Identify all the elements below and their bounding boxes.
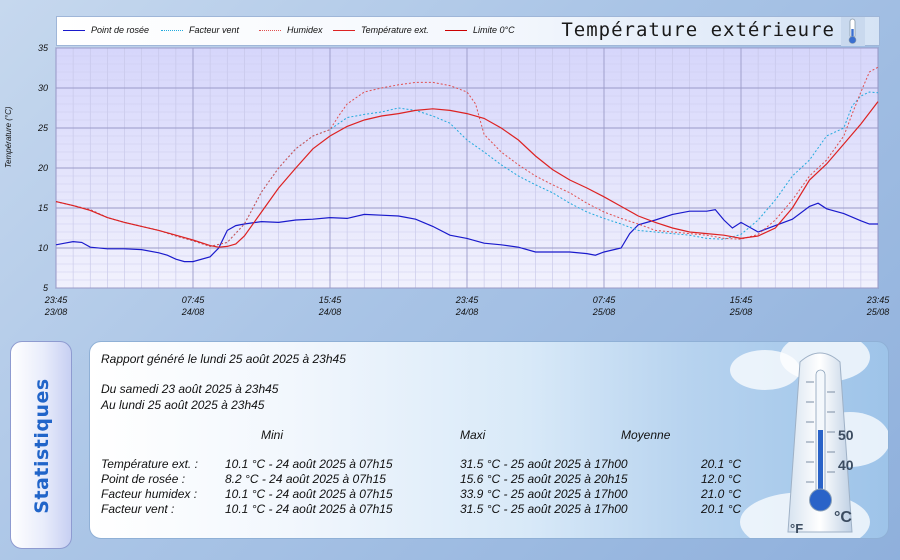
axes: 5 10 15 20 25 30 35 23:45 23/08 07:45 24/08 15:45 24…: [37, 43, 890, 317]
chart-title: Température extérieure: [561, 19, 835, 41]
legend-swatch: [161, 29, 183, 31]
legend: Point de rosée Facteur vent Humidex Temp…: [56, 16, 880, 46]
y-tick-label: 20: [37, 163, 48, 173]
statistics-tab-label: Statistiques: [31, 378, 53, 514]
thermo-scale-label: 40: [838, 457, 854, 473]
legend-item-dew-point: Point de rosée: [63, 25, 149, 35]
series-line: [55, 202, 878, 263]
y-tick-label: 15: [38, 203, 49, 213]
legend-item-wind-chill: Facteur vent: [161, 25, 239, 35]
chart-panel: 5 10 15 20 25 30 35 23:45 23/08 07:45 24/08 15:45 24…: [4, 16, 890, 317]
y-tick-label: 5: [43, 283, 49, 293]
period-to-line: Au lundi 25 août 2025 à 23h45: [101, 398, 265, 412]
legend-swatch: [445, 29, 467, 31]
legend-label: Température ext.: [361, 25, 429, 35]
header-maxi: Maxi: [460, 428, 486, 442]
x-tick-label: 07:45: [182, 295, 206, 305]
x-tick-date: 24/08: [318, 307, 342, 317]
x-tick-date: 25/08: [592, 307, 616, 317]
legend-label: Facteur vent: [189, 25, 240, 35]
x-tick-date: 25/08: [866, 307, 890, 317]
statistics-panel: Rapport généré le lundi 25 août 2025 à 2…: [89, 341, 889, 539]
series-layer: [55, 66, 879, 263]
legend-item-limit: Limite 0°C: [445, 25, 515, 35]
row-moyenne: 21.0 °C: [701, 487, 742, 501]
x-tick-label: 07:45: [593, 295, 617, 305]
report-generated-line: Rapport généré le lundi 25 août 2025 à 2…: [101, 352, 346, 366]
x-tick-label: 23:45: [44, 295, 69, 305]
row-maxi: 15.6 °C - 25 août 2025 à 20h15: [460, 472, 628, 486]
x-tick-date: 24/08: [455, 307, 479, 317]
thermometer-illustration: 40 50 °F °C: [787, 352, 854, 536]
row-mini: 8.2 °C - 24 août 2025 à 07h15: [225, 472, 386, 486]
legend-swatch: [259, 29, 281, 31]
y-axis-label: Température (°C): [4, 106, 13, 168]
y-tick-label: 10: [38, 243, 48, 253]
row-mini: 10.1 °C - 24 août 2025 à 07h15: [225, 502, 393, 516]
x-tick-date: 25/08: [729, 307, 753, 317]
x-tick-date: 23/08: [44, 307, 68, 317]
row-moyenne: 20.1 °C: [701, 502, 742, 516]
row-label: Facteur vent :: [101, 502, 175, 516]
row-mini: 10.1 °C - 24 août 2025 à 07h15: [225, 457, 393, 471]
legend-label: Limite 0°C: [473, 25, 515, 35]
series-line: [55, 101, 879, 248]
thermometer-icon: [841, 17, 865, 46]
row-moyenne: 12.0 °C: [701, 472, 742, 486]
x-tick-date: 24/08: [181, 307, 205, 317]
row-mini: 10.1 °C - 24 août 2025 à 07h15: [225, 487, 393, 501]
legend-swatch: [333, 29, 355, 31]
y-tick-label: 30: [38, 83, 48, 93]
legend-swatch: [63, 29, 85, 31]
row-maxi: 33.9 °C - 25 août 2025 à 17h00: [460, 487, 628, 501]
x-tick-label: 15:45: [730, 295, 754, 305]
legend-label: Point de rosée: [91, 25, 150, 35]
period-from-line: Du samedi 23 août 2025 à 23h45: [101, 382, 279, 396]
y-tick-label: 25: [37, 123, 49, 133]
statistics-tab: Statistiques: [10, 341, 72, 549]
row-label: Température ext. :: [101, 457, 198, 471]
x-tick-label: 15:45: [319, 295, 343, 305]
celsius-label: °C: [834, 509, 852, 526]
legend-item-humidex: Humidex: [259, 25, 323, 35]
header-moyenne: Moyenne: [621, 428, 671, 442]
header-mini: Mini: [261, 428, 284, 442]
y-tick-label: 35: [38, 43, 49, 53]
legend-item-temperature: Température ext.: [333, 25, 429, 35]
row-maxi: 31.5 °C - 25 août 2025 à 17h00: [460, 502, 628, 516]
legend-label: Humidex: [287, 25, 323, 35]
row-label: Point de rosée :: [101, 472, 186, 486]
fahrenheit-label: °F: [790, 521, 803, 536]
thermo-scale-label: 50: [838, 427, 854, 443]
chart-svg: 5 10 15 20 25 30 35 23:45 23/08 07:45 24/08 15:45 24…: [37, 43, 890, 317]
x-tick-label: 23:45: [866, 295, 891, 305]
row-moyenne: 20.1 °C: [701, 457, 742, 471]
row-label: Facteur humidex :: [101, 487, 198, 501]
row-maxi: 31.5 °C - 25 août 2025 à 17h00: [460, 457, 628, 471]
x-tick-label: 23:45: [455, 295, 480, 305]
